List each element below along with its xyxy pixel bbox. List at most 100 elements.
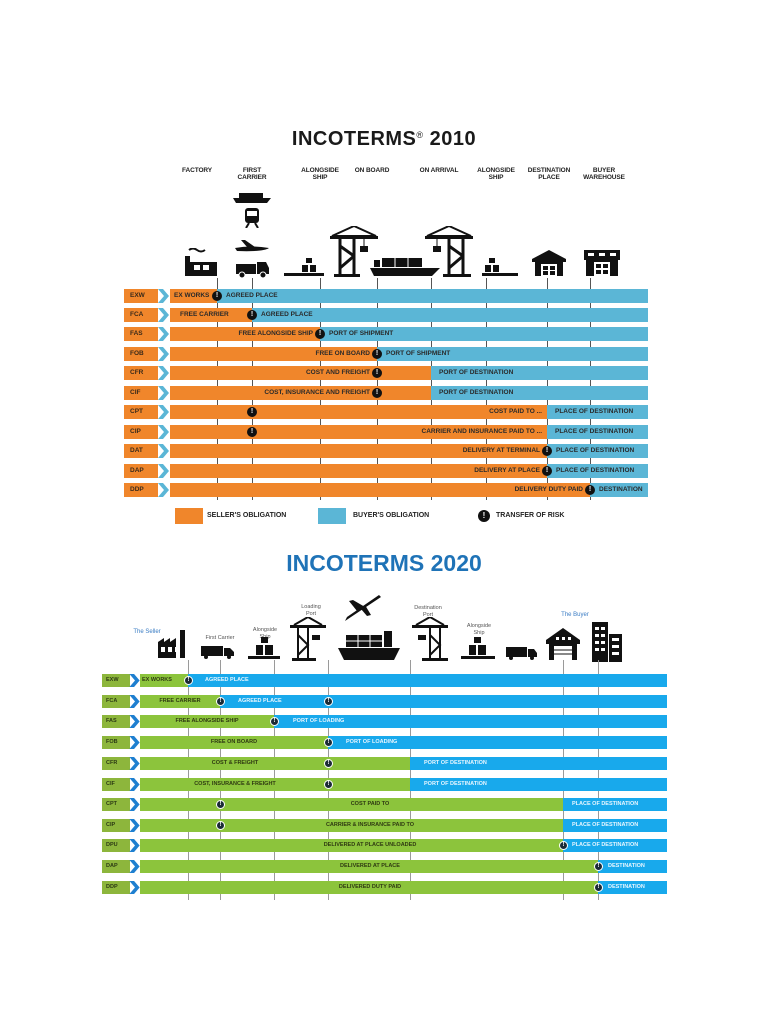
chevron-right-icon bbox=[128, 715, 142, 728]
buyer-label: PLACE OF DESTINATION bbox=[555, 408, 634, 415]
buyer-obligation-bar bbox=[431, 386, 648, 400]
seller-label: FREE ALONGSIDE SHIP bbox=[238, 330, 313, 337]
transfer-of-risk-icon: ! bbox=[542, 466, 552, 476]
buyer-label: DESTINATION bbox=[608, 884, 645, 890]
buyer-label: PORT OF DESTINATION bbox=[439, 389, 514, 396]
term-row-cif: CIF COST, INSURANCE & FREIGHT PORT OF DEST… bbox=[102, 778, 668, 791]
term-code: DPU bbox=[102, 839, 130, 852]
buyer-label: PORT OF LOADING bbox=[293, 718, 345, 724]
truck-icon bbox=[201, 646, 234, 659]
buyer-swatch bbox=[318, 508, 346, 524]
term-row-exw: EXW EX WORKS AGREED PLACE! bbox=[102, 674, 668, 687]
buyer-obligation-bar bbox=[410, 778, 667, 791]
seller-label: CARRIER AND INSURANCE PAID TO ... bbox=[421, 428, 543, 435]
term-code: DDP bbox=[124, 483, 158, 497]
term-code: DAP bbox=[102, 860, 130, 873]
transfer-of-risk-icon: ! bbox=[324, 697, 333, 706]
buyer-label: DESTINATION bbox=[608, 863, 645, 869]
transfer-of-risk-icon: ! bbox=[216, 697, 225, 706]
term-row-cip: CIP CARRIER & INSURANCE PAID TO PLACE OF D… bbox=[102, 819, 668, 832]
legend-seller-label: SELLER'S OBLIGATION bbox=[207, 512, 287, 519]
factory-icon bbox=[185, 248, 217, 276]
term-row-cif: CIF COST, INSURANCE AND FREIGHT PORT OF DE… bbox=[124, 386, 648, 400]
seller-obligation-bar bbox=[170, 464, 547, 478]
buyer-label: PLACE OF DESTINATION bbox=[556, 447, 635, 454]
term-row-cip: CIP CARRIER AND INSURANCE PAID TO ... PLAC… bbox=[124, 425, 648, 439]
transfer-of-risk-icon: ! bbox=[594, 862, 603, 871]
chevron-right-icon bbox=[128, 839, 142, 852]
airplane-icon bbox=[235, 240, 269, 252]
buyer-obligation-bar bbox=[547, 464, 648, 478]
chevron-right-icon bbox=[128, 819, 142, 832]
transfer-of-risk-icon: ! bbox=[247, 427, 257, 437]
term-code: FOB bbox=[124, 347, 158, 361]
location-label: DESTINATION PLACE bbox=[527, 167, 571, 181]
seller-label: FREE CARRIER bbox=[159, 698, 201, 704]
term-code: CIF bbox=[102, 778, 130, 791]
seller-label: COST & FREIGHT bbox=[211, 760, 259, 766]
chevron-right-icon bbox=[128, 757, 142, 770]
buyer-obligation-bar bbox=[274, 715, 667, 728]
buyer-obligation-bar bbox=[320, 327, 648, 341]
pallet-boxes-icon bbox=[461, 637, 495, 659]
chevron-right-icon bbox=[158, 327, 170, 341]
port-crane-icon bbox=[330, 226, 378, 277]
incoterms-2020-title: INCOTERMS 2020 bbox=[286, 550, 482, 576]
term-row-dap: DAP DELIVERY AT PLACE PLACE OF DESTINATION… bbox=[124, 464, 648, 478]
seller-label: COST PAID TO ... bbox=[489, 408, 542, 415]
seller-label: COST AND FREIGHT bbox=[305, 369, 370, 376]
chevron-right-icon bbox=[128, 695, 142, 708]
term-code: CIP bbox=[102, 819, 130, 832]
buyer-label: PLACE OF DESTINATION bbox=[572, 822, 639, 828]
seller-obligation-bar bbox=[140, 819, 563, 832]
buyer-obligation-bar bbox=[547, 425, 648, 439]
pallet-boxes-icon bbox=[284, 258, 324, 276]
seller-label: FREE CARRIER bbox=[180, 311, 229, 318]
legend-buyer-label: BUYER'S OBLIGATION bbox=[353, 512, 430, 519]
buyer-label: PLACE OF DESTINATION bbox=[556, 467, 635, 474]
term-code: EXW bbox=[124, 289, 158, 303]
location-label: FACTORY bbox=[182, 167, 212, 174]
transfer-of-risk-icon: ! bbox=[542, 446, 552, 456]
buyer-obligation-bar bbox=[410, 757, 667, 770]
location-label: First Carrier bbox=[205, 635, 235, 641]
buyer-label: PLACE OF DESTINATION bbox=[555, 428, 634, 435]
warehouse-icon bbox=[546, 628, 580, 660]
location-label: BUYER WAREHOUSE bbox=[583, 167, 625, 181]
transfer-of-risk-icon: ! bbox=[324, 759, 333, 768]
buyer-obligation-bar bbox=[563, 798, 667, 811]
buyer-obligation-bar bbox=[598, 860, 667, 873]
buyer-label: AGREED PLACE bbox=[238, 698, 282, 704]
seller-obligation-bar bbox=[170, 366, 431, 380]
buyer-label: PORT OF DESTINATION bbox=[439, 369, 514, 376]
buyer-label: PORT OF DESTINATION bbox=[424, 760, 487, 766]
transfer-of-risk-icon: ! bbox=[247, 407, 257, 417]
risk-icon: ! bbox=[478, 510, 490, 522]
seller-label: FREE ALONGSIDE SHIP bbox=[175, 718, 239, 724]
seller-label: DELIVERED DUTY PAID bbox=[338, 884, 402, 890]
buyer-obligation-bar bbox=[220, 695, 667, 708]
chevron-right-icon bbox=[158, 386, 170, 400]
term-code: DAP bbox=[124, 464, 158, 478]
buyer-obligation-bar bbox=[563, 819, 667, 832]
transfer-of-risk-icon: ! bbox=[216, 800, 225, 809]
seller-label: EX WORKS bbox=[174, 292, 210, 299]
location-label: The Seller bbox=[133, 629, 161, 635]
transfer-of-risk-icon: ! bbox=[372, 349, 382, 359]
term-row-cfr: CFR COST AND FREIGHT PORT OF DESTINATION! bbox=[124, 366, 648, 380]
chevron-right-icon bbox=[158, 464, 170, 478]
buyer-label: AGREED PLACE bbox=[205, 677, 249, 683]
term-code: FOB bbox=[102, 736, 130, 749]
ship-icon bbox=[233, 193, 271, 203]
transfer-of-risk-icon: ! bbox=[324, 780, 333, 789]
loading-port-crane-icon bbox=[290, 617, 326, 661]
transfer-of-risk-icon: ! bbox=[247, 310, 257, 320]
seller-label: DELIVERED AT PLACE UNLOADED bbox=[323, 842, 417, 848]
term-code: FCA bbox=[124, 308, 158, 322]
buyer-obligation-bar bbox=[217, 289, 648, 303]
seller-label: COST PAID TO bbox=[350, 801, 390, 807]
truck-icon bbox=[506, 647, 537, 660]
buyer-obligation-bar bbox=[547, 405, 648, 419]
buyer-obligation-bar bbox=[328, 736, 667, 749]
